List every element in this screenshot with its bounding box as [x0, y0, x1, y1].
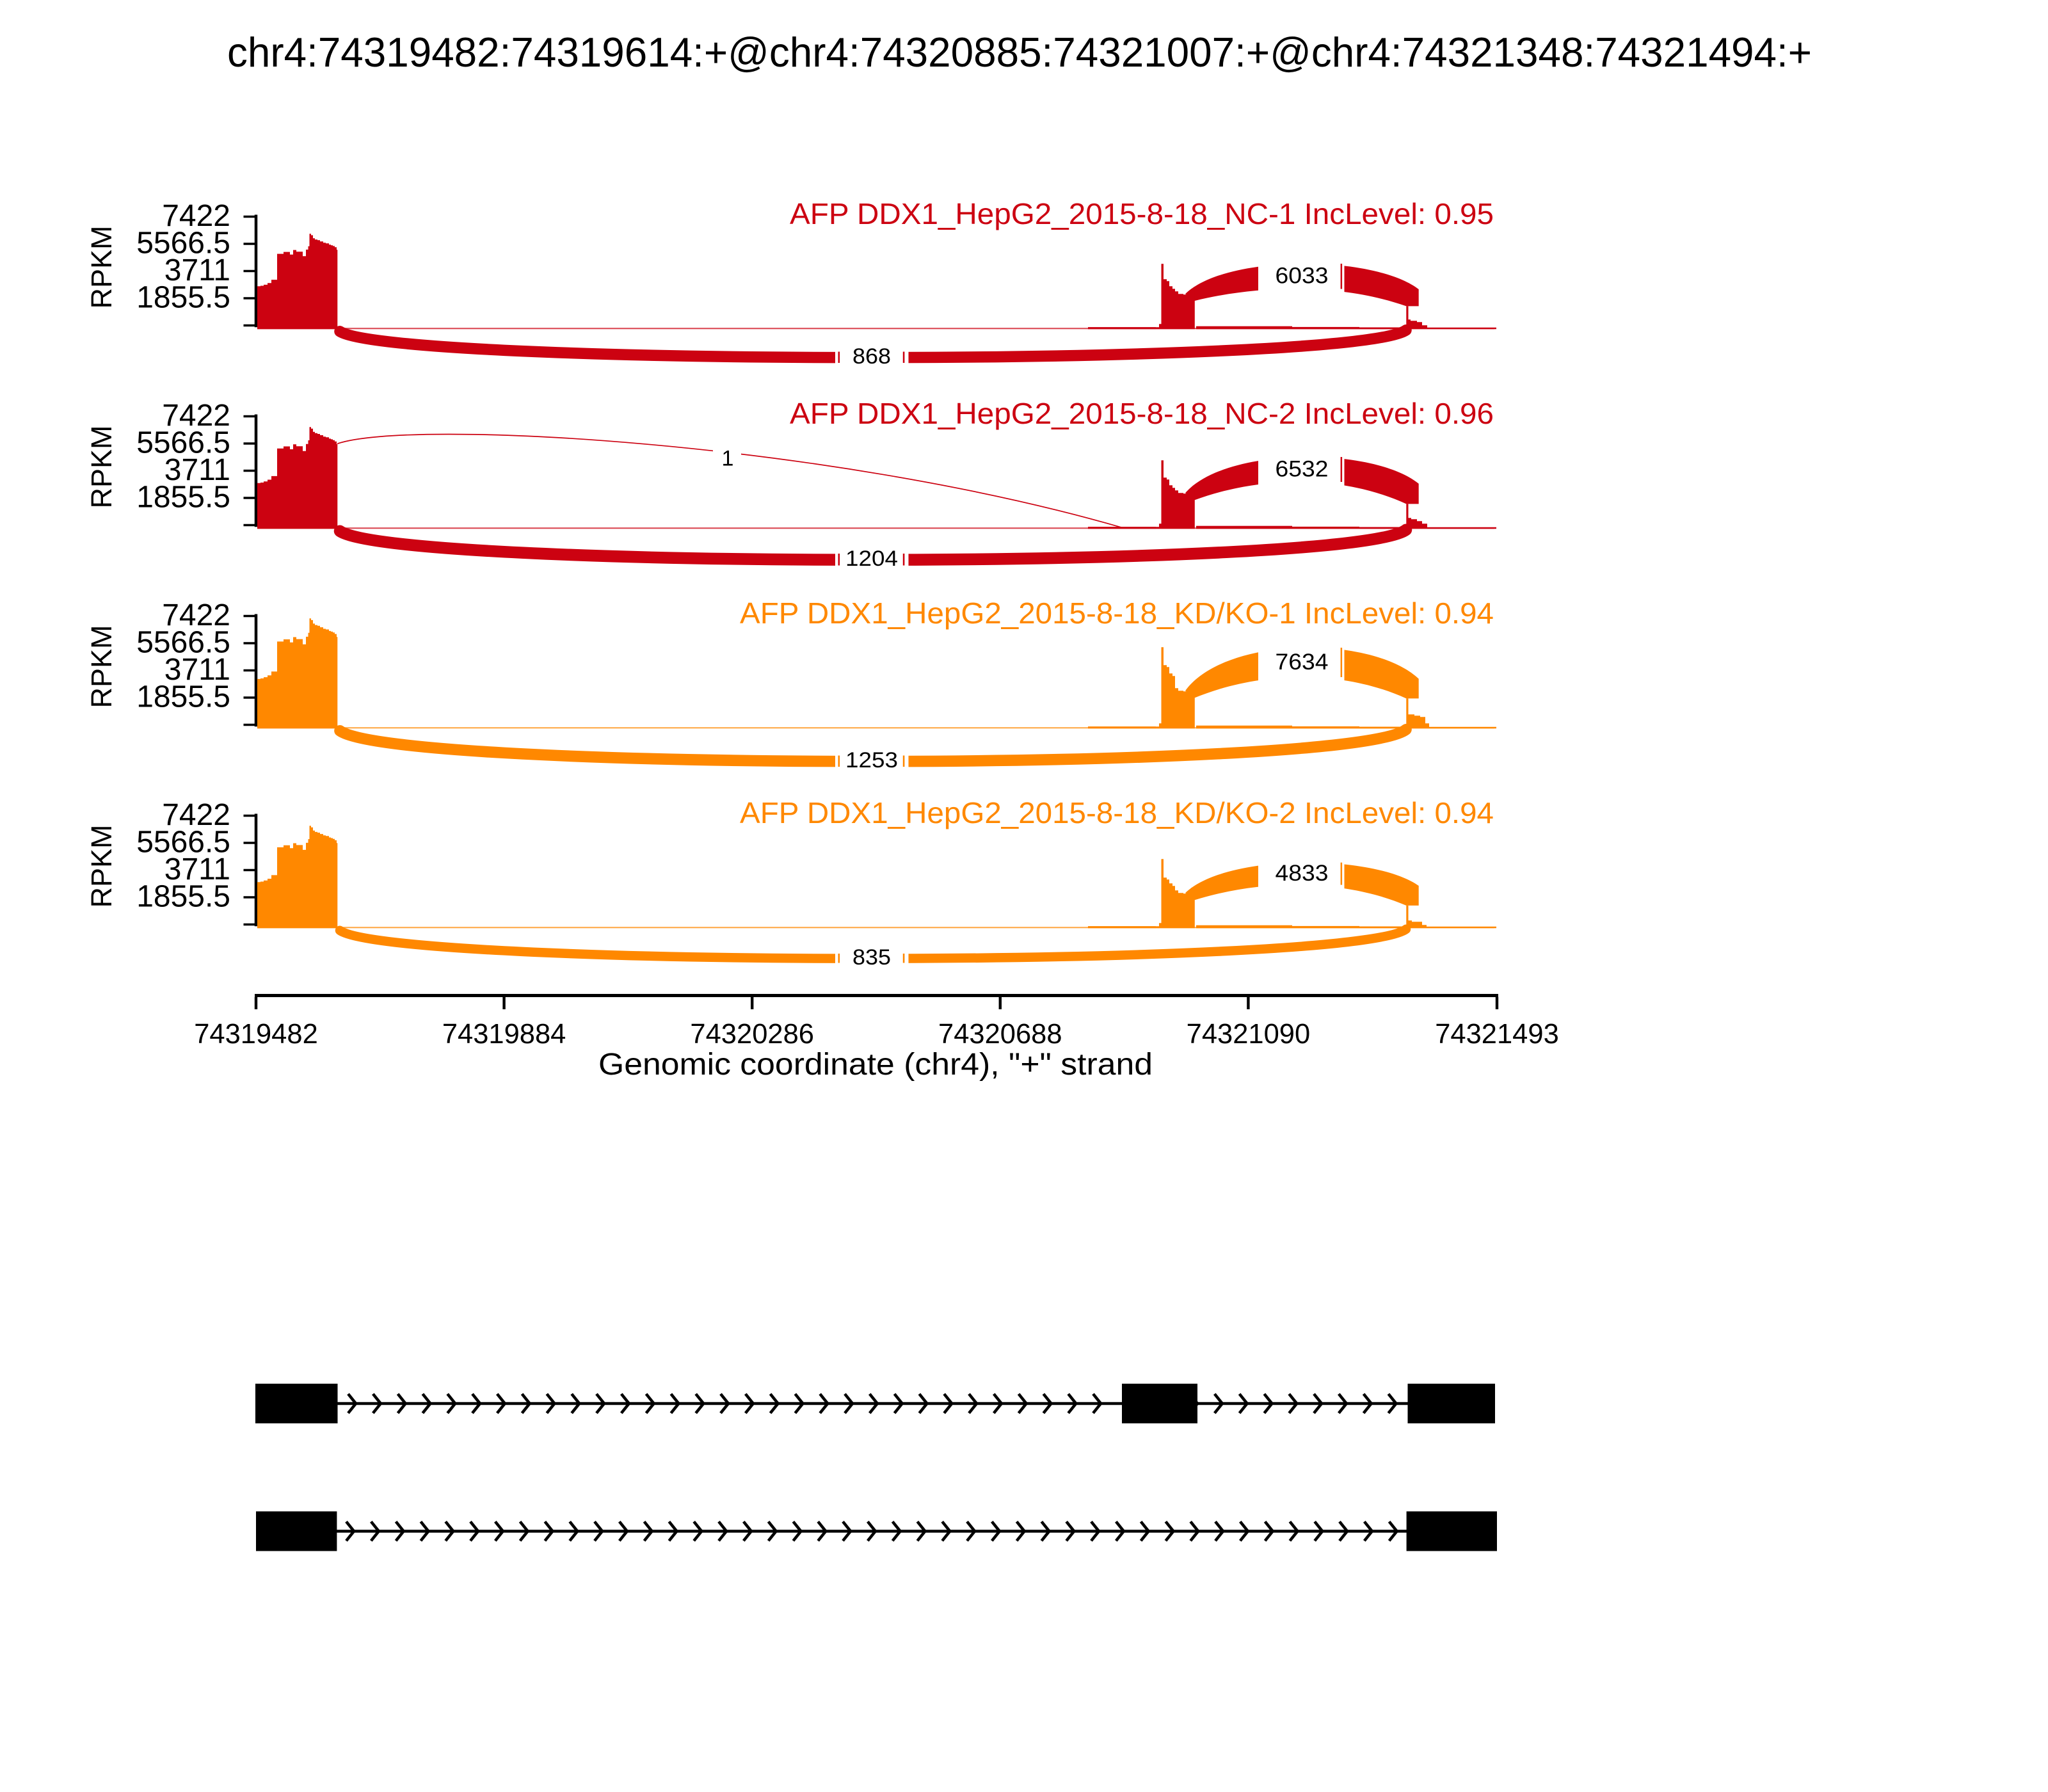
svg-text:74319884: 74319884	[442, 1019, 566, 1050]
svg-text:835: 835	[852, 945, 891, 970]
svg-text:3711: 3711	[164, 653, 230, 687]
svg-text:3711: 3711	[164, 453, 230, 487]
svg-text:1855.5: 1855.5	[136, 680, 230, 714]
svg-text:5566.5: 5566.5	[136, 426, 230, 460]
svg-text:7422: 7422	[162, 399, 230, 433]
svg-text:74321090: 74321090	[1187, 1019, 1311, 1050]
svg-text:Genomic coordinate (chr4), "+": Genomic coordinate (chr4), "+" strand	[598, 1048, 1153, 1082]
svg-text:74320286: 74320286	[690, 1019, 814, 1050]
svg-text:5566.5: 5566.5	[136, 227, 230, 260]
svg-text:74320688: 74320688	[938, 1019, 1062, 1050]
svg-text:74319482: 74319482	[194, 1019, 318, 1050]
svg-text:AFP DDX1_HepG2_2015-8-18_KD/KO: AFP DDX1_HepG2_2015-8-18_KD/KO-2 IncLeve…	[740, 796, 1494, 829]
svg-text:4833: 4833	[1276, 861, 1329, 886]
svg-text:RPKM: RPKM	[85, 824, 118, 908]
svg-text:868: 868	[852, 344, 891, 369]
svg-text:7422: 7422	[162, 598, 230, 632]
svg-text:chr4:74319482:74319614:+@chr4:: chr4:74319482:74319614:+@chr4:74320885:7…	[227, 29, 1812, 76]
svg-text:1855.5: 1855.5	[136, 880, 230, 914]
svg-text:AFP DDX1_HepG2_2015-8-18_KD/KO: AFP DDX1_HepG2_2015-8-18_KD/KO-1 IncLeve…	[740, 596, 1494, 630]
svg-text:RPKM: RPKM	[85, 625, 118, 708]
svg-text:74321493: 74321493	[1435, 1019, 1559, 1050]
svg-text:1: 1	[722, 446, 734, 470]
svg-text:1253: 1253	[845, 748, 898, 772]
svg-text:1204: 1204	[845, 547, 898, 571]
svg-text:6033: 6033	[1276, 264, 1329, 289]
svg-text:3711: 3711	[164, 852, 230, 886]
svg-text:RPKM: RPKM	[85, 425, 118, 508]
svg-text:5566.5: 5566.5	[136, 826, 230, 860]
svg-text:7634: 7634	[1276, 650, 1329, 675]
svg-text:7422: 7422	[162, 798, 230, 832]
svg-text:1855.5: 1855.5	[136, 481, 230, 515]
svg-text:6532: 6532	[1276, 457, 1329, 482]
svg-text:7422: 7422	[162, 199, 230, 233]
svg-text:RPKM: RPKM	[85, 225, 118, 308]
svg-text:AFP DDX1_HepG2_2015-8-18_NC-2: AFP DDX1_HepG2_2015-8-18_NC-2 IncLevel: …	[790, 397, 1494, 430]
svg-text:5566.5: 5566.5	[136, 626, 230, 660]
svg-text:1855.5: 1855.5	[136, 281, 230, 315]
svg-text:AFP DDX1_HepG2_2015-8-18_NC-1: AFP DDX1_HepG2_2015-8-18_NC-1 IncLevel: …	[790, 197, 1494, 230]
svg-text:3711: 3711	[164, 253, 230, 287]
